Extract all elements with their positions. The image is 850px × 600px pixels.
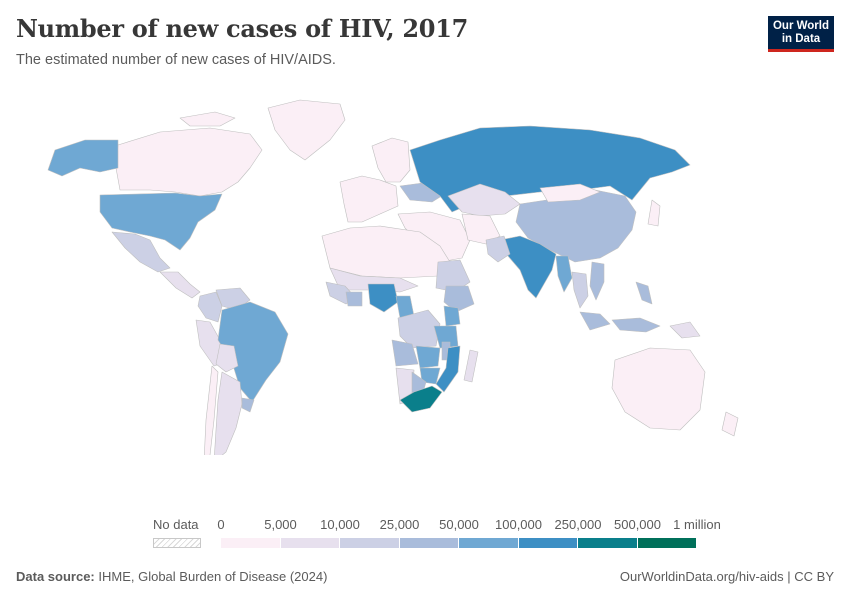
logo-line-2: in Data	[781, 33, 821, 45]
map-region-indonesia[interactable]	[579, 311, 661, 333]
map-region-argentina[interactable]	[214, 371, 243, 455]
owid-logo[interactable]: Our World in Data	[768, 16, 834, 52]
map-region-bolivia[interactable]	[215, 343, 239, 373]
map-region-tanzania[interactable]	[433, 325, 459, 349]
map-region-philippines[interactable]	[635, 281, 653, 305]
map-region-zambia[interactable]	[415, 345, 441, 369]
map-region-united-states[interactable]	[99, 192, 223, 251]
map-region-new-zealand[interactable]	[721, 411, 739, 437]
map-region-cote-d-ivoire[interactable]	[345, 291, 363, 307]
map-region-myanmar[interactable]	[555, 255, 573, 293]
map-region-chile[interactable]	[204, 365, 219, 455]
legend-tick-label: 1 million	[673, 517, 721, 532]
legend-tick-label: 0	[217, 517, 225, 532]
data-source-text[interactable]: IHME, Global Burden of Disease (2024)	[98, 569, 328, 584]
data-source-label: Data source:	[16, 569, 95, 584]
map-region-mozambique[interactable]	[435, 345, 461, 393]
legend-bin-swatch[interactable]	[280, 538, 340, 548]
map-region-mexico[interactable]	[111, 231, 171, 273]
map-region-thailand[interactable]	[571, 271, 589, 309]
legend-tick-label: 10,000	[320, 517, 360, 532]
map-region-uruguay[interactable]	[241, 397, 255, 413]
map-region-south-africa[interactable]	[399, 385, 443, 413]
legend-bin-swatch[interactable]	[340, 538, 400, 548]
map-region-vietnam[interactable]	[589, 261, 605, 301]
map-region-scandinavia[interactable]	[371, 137, 411, 183]
source-url[interactable]: OurWorldinData.org/hiv-aids | CC BY	[619, 569, 834, 584]
map-region-greenland[interactable]	[267, 99, 346, 161]
logo-line-1: Our World	[772, 20, 829, 32]
legend-bin-swatch[interactable]	[578, 538, 638, 548]
map-region-western-europe[interactable]	[339, 175, 399, 223]
legend-no-data-label: No data	[153, 517, 199, 532]
map-region-pakistan[interactable]	[485, 235, 511, 263]
legend-bin-swatch[interactable]	[221, 538, 281, 548]
map-region-mongolia[interactable]	[539, 183, 601, 203]
map-region-canada[interactable]	[115, 111, 263, 197]
chart-title: Number of new cases of HIV, 2017	[16, 14, 468, 43]
legend-bin-swatch[interactable]	[459, 538, 519, 548]
map-region-madagascar[interactable]	[463, 349, 479, 383]
map-region-angola[interactable]	[391, 339, 419, 367]
chart-subtitle: The estimated number of new cases of HIV…	[16, 52, 336, 68]
data-source: Data source: IHME, Global Burden of Dise…	[16, 569, 327, 584]
legend-bin-swatch[interactable]	[399, 538, 459, 548]
map-region-india[interactable]	[499, 235, 557, 299]
map-region-dr-congo[interactable]	[397, 309, 441, 349]
map-region-papua-new-guinea[interactable]	[669, 321, 701, 339]
map-region-kenya[interactable]	[443, 305, 461, 327]
legend-tick-label: 5,000	[264, 517, 297, 532]
map-region-zimbabwe[interactable]	[419, 367, 441, 385]
legend-tick-label: 25,000	[379, 517, 420, 532]
map-region-alaska[interactable]	[47, 139, 119, 177]
map-region-central-america[interactable]	[159, 271, 201, 299]
map-legend: No data 0 5,000 10,000 25,000 50,000 100,000 2…	[0, 515, 850, 555]
map-region-australia[interactable]	[611, 347, 706, 431]
legend-bin-swatch[interactable]	[637, 538, 697, 548]
map-region-nigeria[interactable]	[367, 283, 399, 313]
world-map	[47, 99, 739, 455]
legend-bin-swatch[interactable]	[518, 538, 578, 548]
legend-tick-label: 100,000	[495, 517, 542, 532]
map-region-ethiopia[interactable]	[443, 285, 475, 313]
map-region-japan[interactable]	[647, 199, 661, 227]
map-region-colombia[interactable]	[197, 291, 223, 323]
legend-tick-label: 250,000	[554, 517, 602, 532]
legend-no-data-swatch[interactable]	[153, 538, 201, 548]
legend-tick-label: 50,000	[439, 517, 479, 532]
legend-tick-label: 500,000	[614, 517, 661, 532]
map-region-kazakhstan[interactable]	[447, 183, 521, 217]
